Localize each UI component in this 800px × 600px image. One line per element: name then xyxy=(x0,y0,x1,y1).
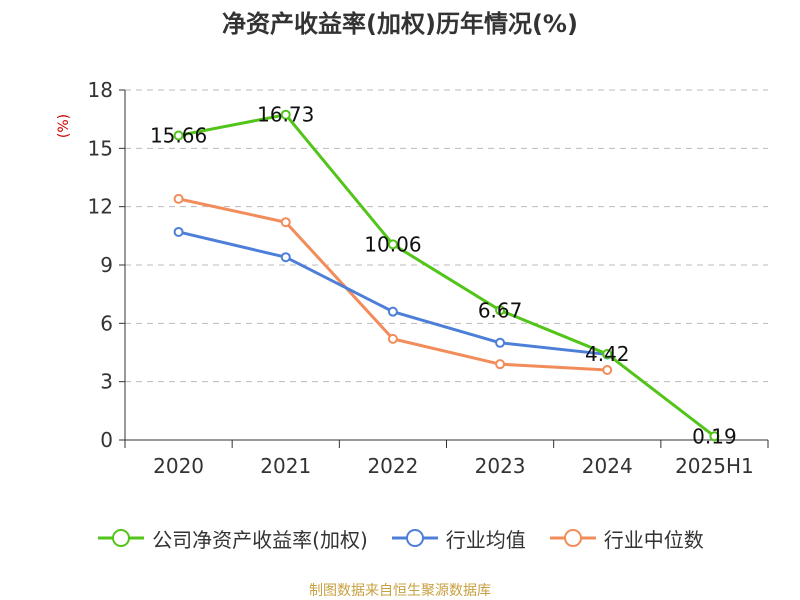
y-tick-label: 6 xyxy=(100,311,113,335)
chart-title: 净资产收益率(加权)历年情况(%) xyxy=(222,10,578,38)
data-point-company xyxy=(280,109,291,120)
data-point-industry-median xyxy=(173,193,184,204)
data-point-company xyxy=(495,305,506,316)
y-tick-label: 12 xyxy=(88,195,113,219)
series-line-company xyxy=(178,113,716,438)
y-tick-label: 18 xyxy=(88,78,113,102)
data-point-industry-avg xyxy=(173,226,184,237)
x-tick-label: 2020 xyxy=(153,454,204,478)
data-point-industry-median xyxy=(495,359,506,370)
y-tick-label: 15 xyxy=(88,136,113,160)
y-tick-label: 3 xyxy=(100,370,113,394)
data-label: 15.66 xyxy=(150,124,207,148)
data-point-company xyxy=(709,431,720,442)
legend-line-circle-icon xyxy=(391,529,438,547)
legend-item-industry-median[interactable]: 行业中位数 xyxy=(548,524,704,553)
x-tick-label: 2021 xyxy=(260,454,311,478)
legend-label: 行业均值 xyxy=(445,527,526,552)
data-source-note: 制图数据来自恒生聚源数据库 xyxy=(309,583,491,599)
data-point-industry-median xyxy=(280,217,291,228)
x-tick-label: 2025H1 xyxy=(675,454,754,478)
chart-legend: 公司净资产收益率(加权) 行业均值 行业中位数 xyxy=(0,520,800,556)
data-point-company xyxy=(602,349,613,360)
data-label: 10.06 xyxy=(364,232,421,256)
legend-line-circle-icon xyxy=(549,529,596,547)
data-point-industry-median xyxy=(387,333,398,344)
y-tick-label: 0 xyxy=(100,428,113,452)
data-point-industry-median xyxy=(602,365,613,375)
legend-item-industry-avg[interactable]: 行业均值 xyxy=(390,524,526,553)
data-label: 0.19 xyxy=(692,424,737,448)
legend-label: 公司净资产收益率(加权) xyxy=(152,527,368,552)
y-axis-unit: (%) xyxy=(56,114,72,138)
data-label: 16.73 xyxy=(257,103,314,127)
data-label: 4.42 xyxy=(585,342,630,366)
data-point-industry-avg xyxy=(280,252,291,263)
legend-line-circle-icon xyxy=(98,529,145,547)
x-tick-label: 2023 xyxy=(475,454,526,478)
legend-item-company[interactable]: 公司净资产收益率(加权) xyxy=(96,524,368,553)
legend-label: 行业中位数 xyxy=(603,527,704,552)
x-tick-label: 2022 xyxy=(367,454,418,478)
data-point-company xyxy=(173,130,184,141)
data-point-industry-avg xyxy=(387,306,398,317)
data-label: 6.67 xyxy=(478,298,523,322)
data-point-company xyxy=(387,239,398,250)
y-tick-label: 9 xyxy=(100,253,113,277)
x-tick-label: 2024 xyxy=(582,454,633,478)
series-line-industry-median xyxy=(178,197,608,372)
data-point-industry-avg xyxy=(495,337,506,348)
